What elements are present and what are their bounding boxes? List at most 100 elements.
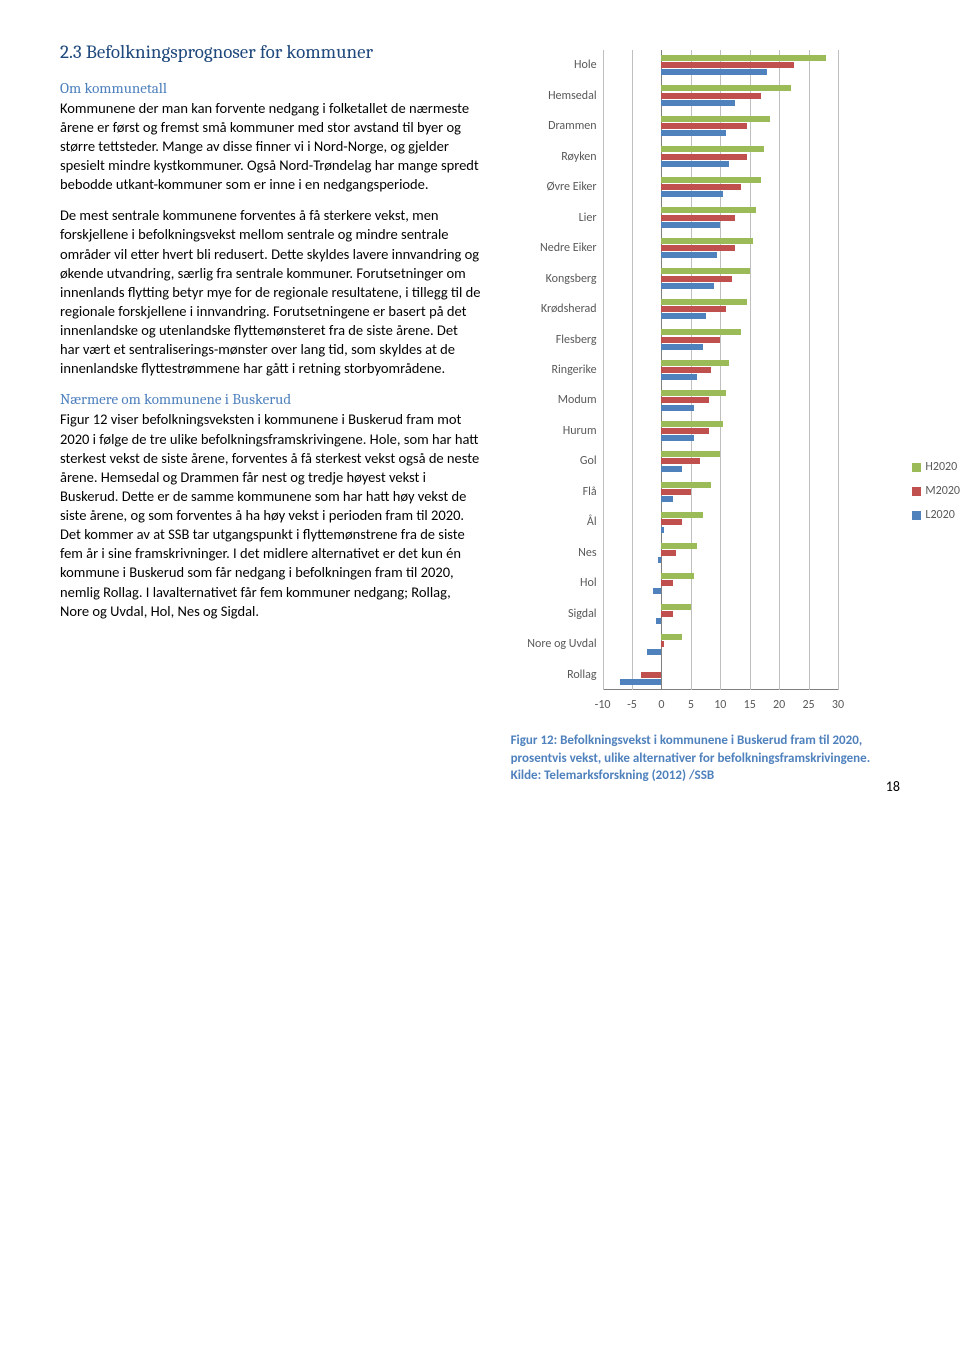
bar-l [647, 649, 662, 655]
bar-m [661, 245, 735, 251]
bar-m [661, 397, 708, 403]
bar-l [661, 161, 729, 167]
bar-l [661, 496, 673, 502]
bar-l [661, 405, 693, 411]
bar-l [661, 69, 767, 75]
y-tick-label: Modum [558, 393, 597, 407]
bar-l [661, 130, 726, 136]
y-tick-label: Hole [574, 58, 597, 72]
bar-h [661, 360, 729, 366]
bar-m [661, 123, 746, 129]
x-tick-label: 0 [658, 698, 664, 712]
bar-l [658, 557, 661, 563]
bar-h [661, 390, 726, 396]
bar-l [661, 527, 664, 533]
legend-item: M2020 [912, 484, 960, 498]
bar-l [661, 222, 720, 228]
x-tick-label: 10 [714, 698, 726, 712]
bar-l [661, 344, 702, 350]
bar-m [661, 611, 673, 617]
bar-h [661, 207, 755, 213]
legend-swatch [912, 487, 921, 496]
bar-m [661, 306, 726, 312]
bar-h [661, 573, 693, 579]
y-tick-label: Krødsherad [541, 302, 597, 316]
bar-h [661, 451, 720, 457]
x-tick-label: 25 [802, 698, 814, 712]
grid-line [809, 50, 810, 690]
bar-l [661, 466, 682, 472]
x-tick-label: 15 [744, 698, 756, 712]
paragraph-1: Kommunene der man kan forvente nedgang i… [60, 99, 481, 195]
bar-h [661, 543, 696, 549]
bar-h [661, 482, 711, 488]
paragraph-3: Figur 12 viser befolkningsveksten i komm… [60, 410, 481, 620]
y-tick-label: Nedre Eiker [540, 241, 597, 255]
bar-m [661, 367, 711, 373]
bar-h [661, 604, 690, 610]
section-heading: 2.3 Befolkningsprognoser for kommuner [60, 40, 481, 65]
y-tick-label: Flesberg [556, 333, 597, 347]
figure-caption: Figur 12: Befolkningsvekst i kommunene i… [511, 732, 900, 785]
grid-line [838, 50, 839, 690]
bar-m [661, 550, 676, 556]
bar-m [661, 62, 793, 68]
x-tick-label: 30 [832, 698, 844, 712]
bar-l [661, 435, 693, 441]
subheading-1: Om kommunetall [60, 79, 481, 97]
subheading-2: Nærmere om kommunene i Buskerud [60, 390, 481, 408]
bar-m [661, 519, 682, 525]
bar-m [661, 93, 761, 99]
bar-l [661, 374, 696, 380]
legend-item: L2020 [912, 508, 960, 522]
y-tick-label: Rollag [567, 668, 597, 682]
chart-legend: H2020 M2020 L2020 [912, 460, 960, 532]
bar-m [661, 641, 664, 647]
y-tick-label: Flå [583, 485, 597, 499]
bar-l [620, 679, 661, 685]
y-tick-label: Hemsedal [548, 89, 597, 103]
x-tick-label: 5 [688, 698, 694, 712]
bar-chart: HoleHemsedalDrammenRøykenØvre EikerLierN… [511, 40, 900, 720]
bar-m [641, 672, 662, 678]
bar-l [661, 283, 714, 289]
bar-m [661, 458, 699, 464]
bar-l [661, 313, 705, 319]
bar-m [661, 580, 673, 586]
bar-m [661, 215, 735, 221]
y-tick-label: Gol [580, 454, 597, 468]
legend-label: L2020 [925, 508, 954, 522]
y-tick-label: Sigdal [568, 607, 597, 621]
bar-h [661, 634, 682, 640]
legend-label: H2020 [925, 460, 957, 474]
bar-m [661, 154, 746, 160]
grid-line [632, 50, 633, 690]
bar-h [661, 55, 826, 61]
bar-h [661, 116, 770, 122]
y-tick-label: Nore og Uvdal [527, 637, 596, 651]
bar-l [653, 588, 662, 594]
bar-h [661, 299, 746, 305]
legend-label: M2020 [925, 484, 960, 498]
bar-m [661, 428, 708, 434]
bar-h [661, 238, 752, 244]
x-tick-label: 20 [773, 698, 785, 712]
bar-m [661, 184, 740, 190]
bar-m [661, 337, 720, 343]
bar-h [661, 268, 749, 274]
paragraph-2: De mest sentrale kommunene forventes å f… [60, 206, 481, 378]
bar-m [661, 489, 690, 495]
y-tick-label: Drammen [548, 119, 597, 133]
grid-line [603, 50, 604, 690]
bar-h [661, 85, 790, 91]
bar-h [661, 512, 702, 518]
page-number: 18 [886, 778, 900, 795]
bar-h [661, 177, 761, 183]
bar-l [656, 618, 662, 624]
legend-swatch [912, 463, 921, 472]
y-tick-label: Ringerike [552, 363, 597, 377]
bar-h [661, 146, 764, 152]
x-tick-label: -5 [627, 698, 637, 712]
y-tick-label: Hurum [563, 424, 597, 438]
legend-swatch [912, 511, 921, 520]
